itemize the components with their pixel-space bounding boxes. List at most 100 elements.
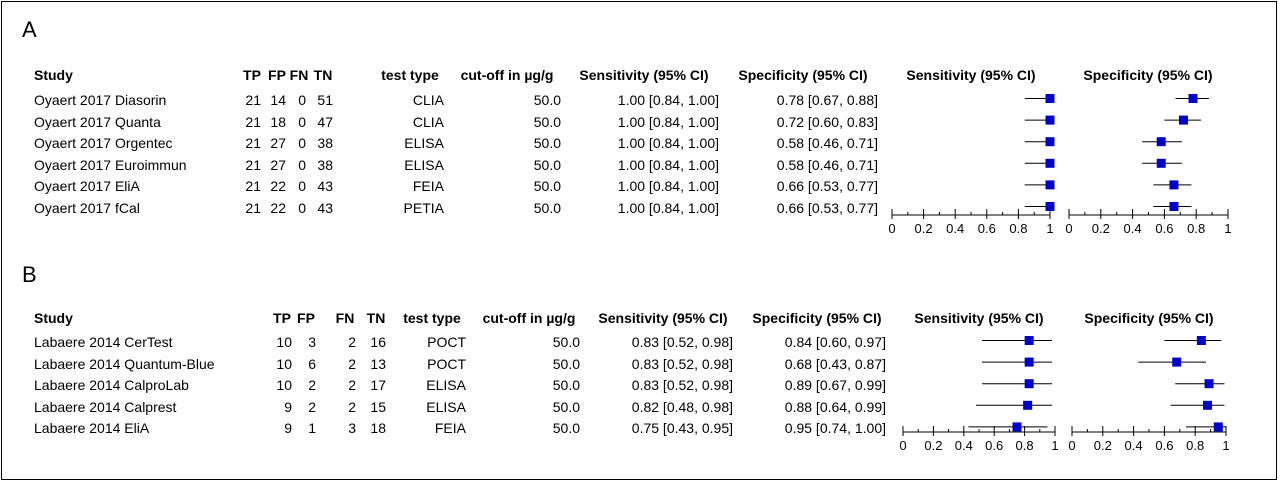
column-header: Specificity (95% CI) — [752, 310, 882, 326]
table-cell-fn: 2 — [348, 334, 356, 350]
column-header: TN — [313, 67, 333, 83]
table-cell-tp: 10 — [276, 377, 292, 394]
table-cell-fp: 2 — [308, 398, 316, 415]
table-cell-fp: 18 — [270, 113, 286, 130]
table-cell-cutoff: 50.0 — [552, 398, 580, 415]
table-cell-study: Oyaert 2017 EliA — [34, 178, 140, 195]
column-header: cut-off in µg/g — [482, 310, 576, 326]
table-cell-fn: 2 — [348, 377, 356, 394]
table-cell-study: Oyaert 2017 Euroimmun — [34, 156, 187, 173]
table-cell-tp: 21 — [245, 200, 261, 216]
table-cell-fn: 3 — [348, 420, 356, 437]
table-cell-test-type: POCT — [427, 355, 466, 372]
table-cell-cutoff: 50.0 — [552, 377, 580, 394]
table-cell-sens-text: 0.83 [0.52, 0.98] — [631, 377, 733, 394]
table-cell-study: Oyaert 2017 Orgentec — [34, 135, 173, 152]
table-cell-study: Labaere 2014 Calprest — [34, 398, 177, 415]
table-cell-fp: 6 — [308, 355, 316, 372]
table-cell-test-type: ELISA — [404, 135, 444, 152]
table-cell-spec-text: 0.78 [0.67, 0.88] — [776, 92, 878, 108]
table-cell-fp: 22 — [270, 178, 286, 195]
table-cell-tn: 43 — [317, 178, 333, 195]
table-cell-spec-text: 0.72 [0.60, 0.83] — [776, 113, 878, 130]
column-header: Sensitivity (95% CI) — [598, 310, 728, 326]
table-cell-study: Labaere 2014 CalproLab — [34, 377, 189, 394]
table-cell-tn: 38 — [317, 156, 333, 173]
table-cell-spec-text: 0.66 [0.53, 0.77] — [776, 178, 878, 195]
table-cell-spec-text: 0.58 [0.46, 0.71] — [776, 135, 878, 152]
panel-a-letter: A — [22, 17, 37, 42]
table-cell-fn: 0 — [298, 113, 306, 130]
table-cell-sens-text: 1.00 [0.84, 1.00] — [617, 200, 719, 216]
table-cell-tp: 21 — [245, 156, 261, 173]
table-cell-sens-text: 0.82 [0.48, 0.98] — [631, 398, 733, 415]
table-cell-cutoff: 50.0 — [552, 334, 580, 350]
column-header: FP — [268, 67, 286, 83]
table-cell-test-type: ELISA — [404, 156, 444, 173]
column-header: Study — [34, 67, 73, 83]
column-header: cut-off in µg/g — [460, 67, 554, 83]
table-cell-tn: 51 — [317, 92, 333, 108]
table-cell-sens-text: 1.00 [0.84, 1.00] — [617, 113, 719, 130]
table-cell-spec-text: 0.66 [0.53, 0.77] — [776, 200, 878, 216]
column-header: Sensitivity (95% CI) — [579, 67, 709, 83]
table-cell-tn: 43 — [317, 200, 333, 216]
table-cell-test-type: POCT — [427, 334, 466, 350]
table-cell-study: Oyaert 2017 Diasorin — [34, 92, 167, 108]
panel-b-table: Study TP FP FN TN test type cut-off in µg/g Sen… — [0, 308, 900, 448]
table-cell-tp: 21 — [245, 113, 261, 130]
table-cell-study: Labaere 2014 EliA — [34, 420, 150, 437]
table-cell-tn: 38 — [317, 135, 333, 152]
table-cell-sens-text: 0.83 [0.52, 0.98] — [631, 334, 733, 350]
column-header: TP — [273, 310, 291, 326]
table-cell-study: Oyaert 2017 Quanta — [34, 113, 161, 130]
table-cell-cutoff: 50.0 — [533, 113, 561, 130]
table-cell-spec-text: 0.89 [0.67, 0.99] — [784, 377, 886, 394]
table-cell-test-type: ELISA — [426, 377, 466, 394]
table-cell-fn: 0 — [298, 92, 306, 108]
table-cell-tp: 21 — [245, 178, 261, 195]
column-header: TP — [243, 67, 261, 83]
table-cell-cutoff: 50.0 — [533, 156, 561, 173]
table-cell-cutoff: 50.0 — [533, 178, 561, 195]
table-cell-sens-text: 0.75 [0.43, 0.95] — [631, 420, 733, 437]
table-cell-sens-text: 1.00 [0.84, 1.00] — [617, 178, 719, 195]
table-cell-fp: 27 — [270, 135, 286, 152]
column-header: FP — [297, 310, 315, 326]
table-cell-test-type: CLIA — [412, 92, 444, 108]
table-cell-sens-text: 1.00 [0.84, 1.00] — [617, 92, 719, 108]
table-cell-tn: 47 — [317, 113, 333, 130]
table-cell-test-type: FEIA — [412, 178, 444, 195]
table-cell-study: Oyaert 2017 fCal — [34, 200, 140, 216]
table-cell-tp: 10 — [276, 334, 292, 350]
table-cell-fn: 0 — [298, 200, 306, 216]
table-cell-tn: 16 — [370, 334, 386, 350]
table-cell-cutoff: 50.0 — [533, 135, 561, 152]
table-cell-spec-text: 0.95 [0.74, 1.00] — [784, 420, 886, 437]
table-cell-tn: 17 — [370, 377, 386, 394]
column-header: FN — [335, 310, 355, 326]
table-cell-spec-text: 0.58 [0.46, 0.71] — [776, 156, 878, 173]
table-cell-tp: 9 — [284, 398, 292, 415]
table-cell-fp: 3 — [308, 334, 316, 350]
table-cell-tn: 18 — [370, 420, 386, 437]
column-header: Specificity (95% CI) — [738, 67, 868, 83]
table-cell-cutoff: 50.0 — [533, 200, 561, 216]
table-cell-cutoff: 50.0 — [552, 420, 580, 437]
table-cell-fn: 2 — [348, 355, 356, 372]
table-cell-fp: 14 — [270, 92, 286, 108]
table-cell-sens-text: 1.00 [0.84, 1.00] — [617, 156, 719, 173]
table-cell-sens-text: 0.83 [0.52, 0.98] — [631, 355, 733, 372]
table-cell-tn: 13 — [370, 355, 386, 372]
table-cell-study: Labaere 2014 CerTest — [34, 334, 173, 350]
table-cell-tp: 10 — [276, 355, 292, 372]
table-cell-tp: 21 — [245, 135, 261, 152]
table-cell-cutoff: 50.0 — [552, 355, 580, 372]
table-cell-spec-text: 0.84 [0.60, 0.97] — [784, 334, 886, 350]
table-cell-fn: 0 — [298, 156, 306, 173]
table-cell-fn: 0 — [298, 178, 306, 195]
table-cell-fn: 2 — [348, 398, 356, 415]
column-header: test type — [403, 310, 461, 326]
table-cell-fp: 22 — [270, 200, 286, 216]
